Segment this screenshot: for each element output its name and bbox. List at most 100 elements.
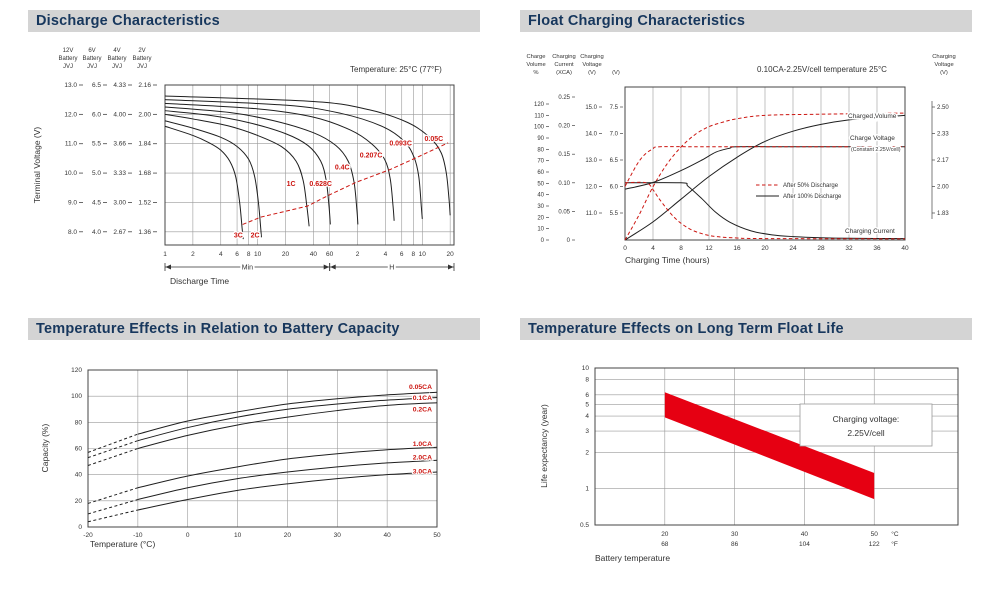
scale-tick: 6.0 <box>92 111 101 118</box>
x-tick-label: 0 <box>623 245 627 252</box>
x-tick-label: 10 <box>254 251 262 258</box>
scale-tick: 7.0 <box>610 132 619 138</box>
scale-tick: 12.0 <box>585 185 597 191</box>
x-tick-label: 6 <box>400 251 404 258</box>
chart-annotation: Temperature: 25°C (77°F) <box>350 65 442 74</box>
scale-tick: 6.0 <box>610 185 619 191</box>
scale-tick: 4.0 <box>92 229 101 236</box>
arrow-left-icon <box>165 264 171 270</box>
x-tick-label-celsius: 50 <box>871 531 879 538</box>
y-tick-label: 100 <box>71 393 82 400</box>
series-label: 0.628C <box>309 181 332 188</box>
plot-frame <box>164 84 455 246</box>
plot-frame <box>87 369 438 528</box>
scale-tick: 2.67 <box>113 229 126 236</box>
scale-header: 12V <box>63 48 74 54</box>
scale-tick: 5.0 <box>92 170 101 177</box>
x-tick-label: 2 <box>356 251 360 258</box>
scale-tick: 0.20 <box>558 124 570 130</box>
scale-tick: 100 <box>534 125 545 131</box>
x-tick-label: 28 <box>817 245 825 252</box>
y-tick-label: 40 <box>75 472 83 479</box>
series-label: 2.0CA <box>413 455 432 462</box>
y-tick-label: 8 <box>585 377 589 384</box>
scale-header: Battery <box>107 56 126 62</box>
scale-tick: 2.00 <box>138 111 151 118</box>
scale-header: 6V <box>88 48 95 54</box>
series-0.1CA <box>137 396 438 442</box>
float-charging-chart: 0 4 8 12 16 20 24 28 32 36 40 Charge Volume% 120 110 10… <box>526 54 955 265</box>
chart-annotation: Charging voltage: <box>833 414 900 424</box>
scale-tick: 110 <box>534 113 544 119</box>
float-life-title: Temperature Effects on Long Term Float L… <box>520 318 972 340</box>
x-tick-label: 20 <box>447 251 455 258</box>
x-tick-label: -10 <box>133 532 143 539</box>
x-tick-label: 2 <box>191 251 195 258</box>
series-2.0CA <box>137 459 438 501</box>
series-1.0CA <box>137 446 438 489</box>
x-tick-label: 10 <box>234 532 242 539</box>
scale-tick: 14.0 <box>585 132 597 138</box>
scale-tick: 40 <box>537 193 544 199</box>
scale-tick: 0 <box>541 238 545 244</box>
series-label: 2C <box>251 232 260 239</box>
scale-tick: 6.5 <box>92 82 101 89</box>
x-tick-label: 6 <box>235 251 239 258</box>
x-tick-label: 8 <box>679 245 683 252</box>
segment-label: Min <box>242 265 253 272</box>
scale-header: Voltage <box>934 62 953 68</box>
series-label: 0.1CA <box>413 395 432 402</box>
x-tick-label: 30 <box>334 532 342 539</box>
series-label: 0.207C <box>360 152 383 159</box>
float-charging-title: Float Charging Characteristics <box>520 10 972 32</box>
curve-label: Charge Voltage <box>850 135 895 142</box>
y-tick-label: 3 <box>585 428 589 435</box>
scale-header: JVJ <box>87 64 97 70</box>
x-tick-label: 0 <box>186 532 190 539</box>
series-label: 1C <box>287 181 296 188</box>
scale-header: (V) <box>612 70 620 76</box>
x-tick-label: 40 <box>901 245 909 252</box>
scale-tick: 12.0 <box>64 111 77 118</box>
series-label: 3.0CA <box>413 468 432 475</box>
series-3C <box>164 125 244 240</box>
x-axis-title: Discharge Time <box>170 276 229 286</box>
x-tick-label: 4 <box>651 245 655 252</box>
scale-header: Charging <box>552 54 576 60</box>
scale-tick: 120 <box>534 102 545 108</box>
x-tick-label: 50 <box>433 532 441 539</box>
scale-tick: 10.0 <box>64 170 77 177</box>
x-tick-label-celsius: 40 <box>801 531 809 538</box>
series-label: 0.05C <box>425 136 444 143</box>
series-0.2CA-dashed <box>87 448 139 466</box>
x-axis-title: Battery temperature <box>595 553 670 563</box>
scale-tick: 2.33 <box>937 132 949 138</box>
y-tick-label: 60 <box>75 446 83 453</box>
series-1C <box>164 113 310 227</box>
curve-label: Charged Volume <box>848 113 897 120</box>
series-current-50 <box>624 181 906 240</box>
scale-tick: 11.0 <box>586 211 598 217</box>
scale-tick: 1.68 <box>138 170 151 177</box>
scale-tick: 0 <box>567 238 571 244</box>
scale-header: Charging <box>580 54 604 60</box>
legend-label: After 50% Discharge <box>783 183 839 189</box>
x-tick-label-fahrenheit: 86 <box>731 541 739 548</box>
scale-tick: 7.5 <box>610 105 619 111</box>
scale-tick: 5.5 <box>610 211 619 217</box>
scale-tick: 13.0 <box>585 158 597 164</box>
scale-header: Volume <box>526 62 545 68</box>
scale-header: Current <box>554 62 574 68</box>
series-0.628C <box>164 110 331 225</box>
scale-header: Battery <box>82 56 101 62</box>
y-tick-label: 80 <box>75 419 83 426</box>
x-tick-label: 4 <box>384 251 388 258</box>
curve-label: (Constant 2.25V/cell) <box>851 147 901 153</box>
x-tick-label: 32 <box>845 245 853 252</box>
scale-header: (V) <box>588 70 596 76</box>
scale-tick: 2.50 <box>937 105 949 111</box>
scale-tick: 8.0 <box>68 229 77 236</box>
series-current-100 <box>624 182 906 240</box>
x-axis-title: Temperature (°C) <box>90 539 155 549</box>
scale-tick: 9.0 <box>68 199 77 206</box>
